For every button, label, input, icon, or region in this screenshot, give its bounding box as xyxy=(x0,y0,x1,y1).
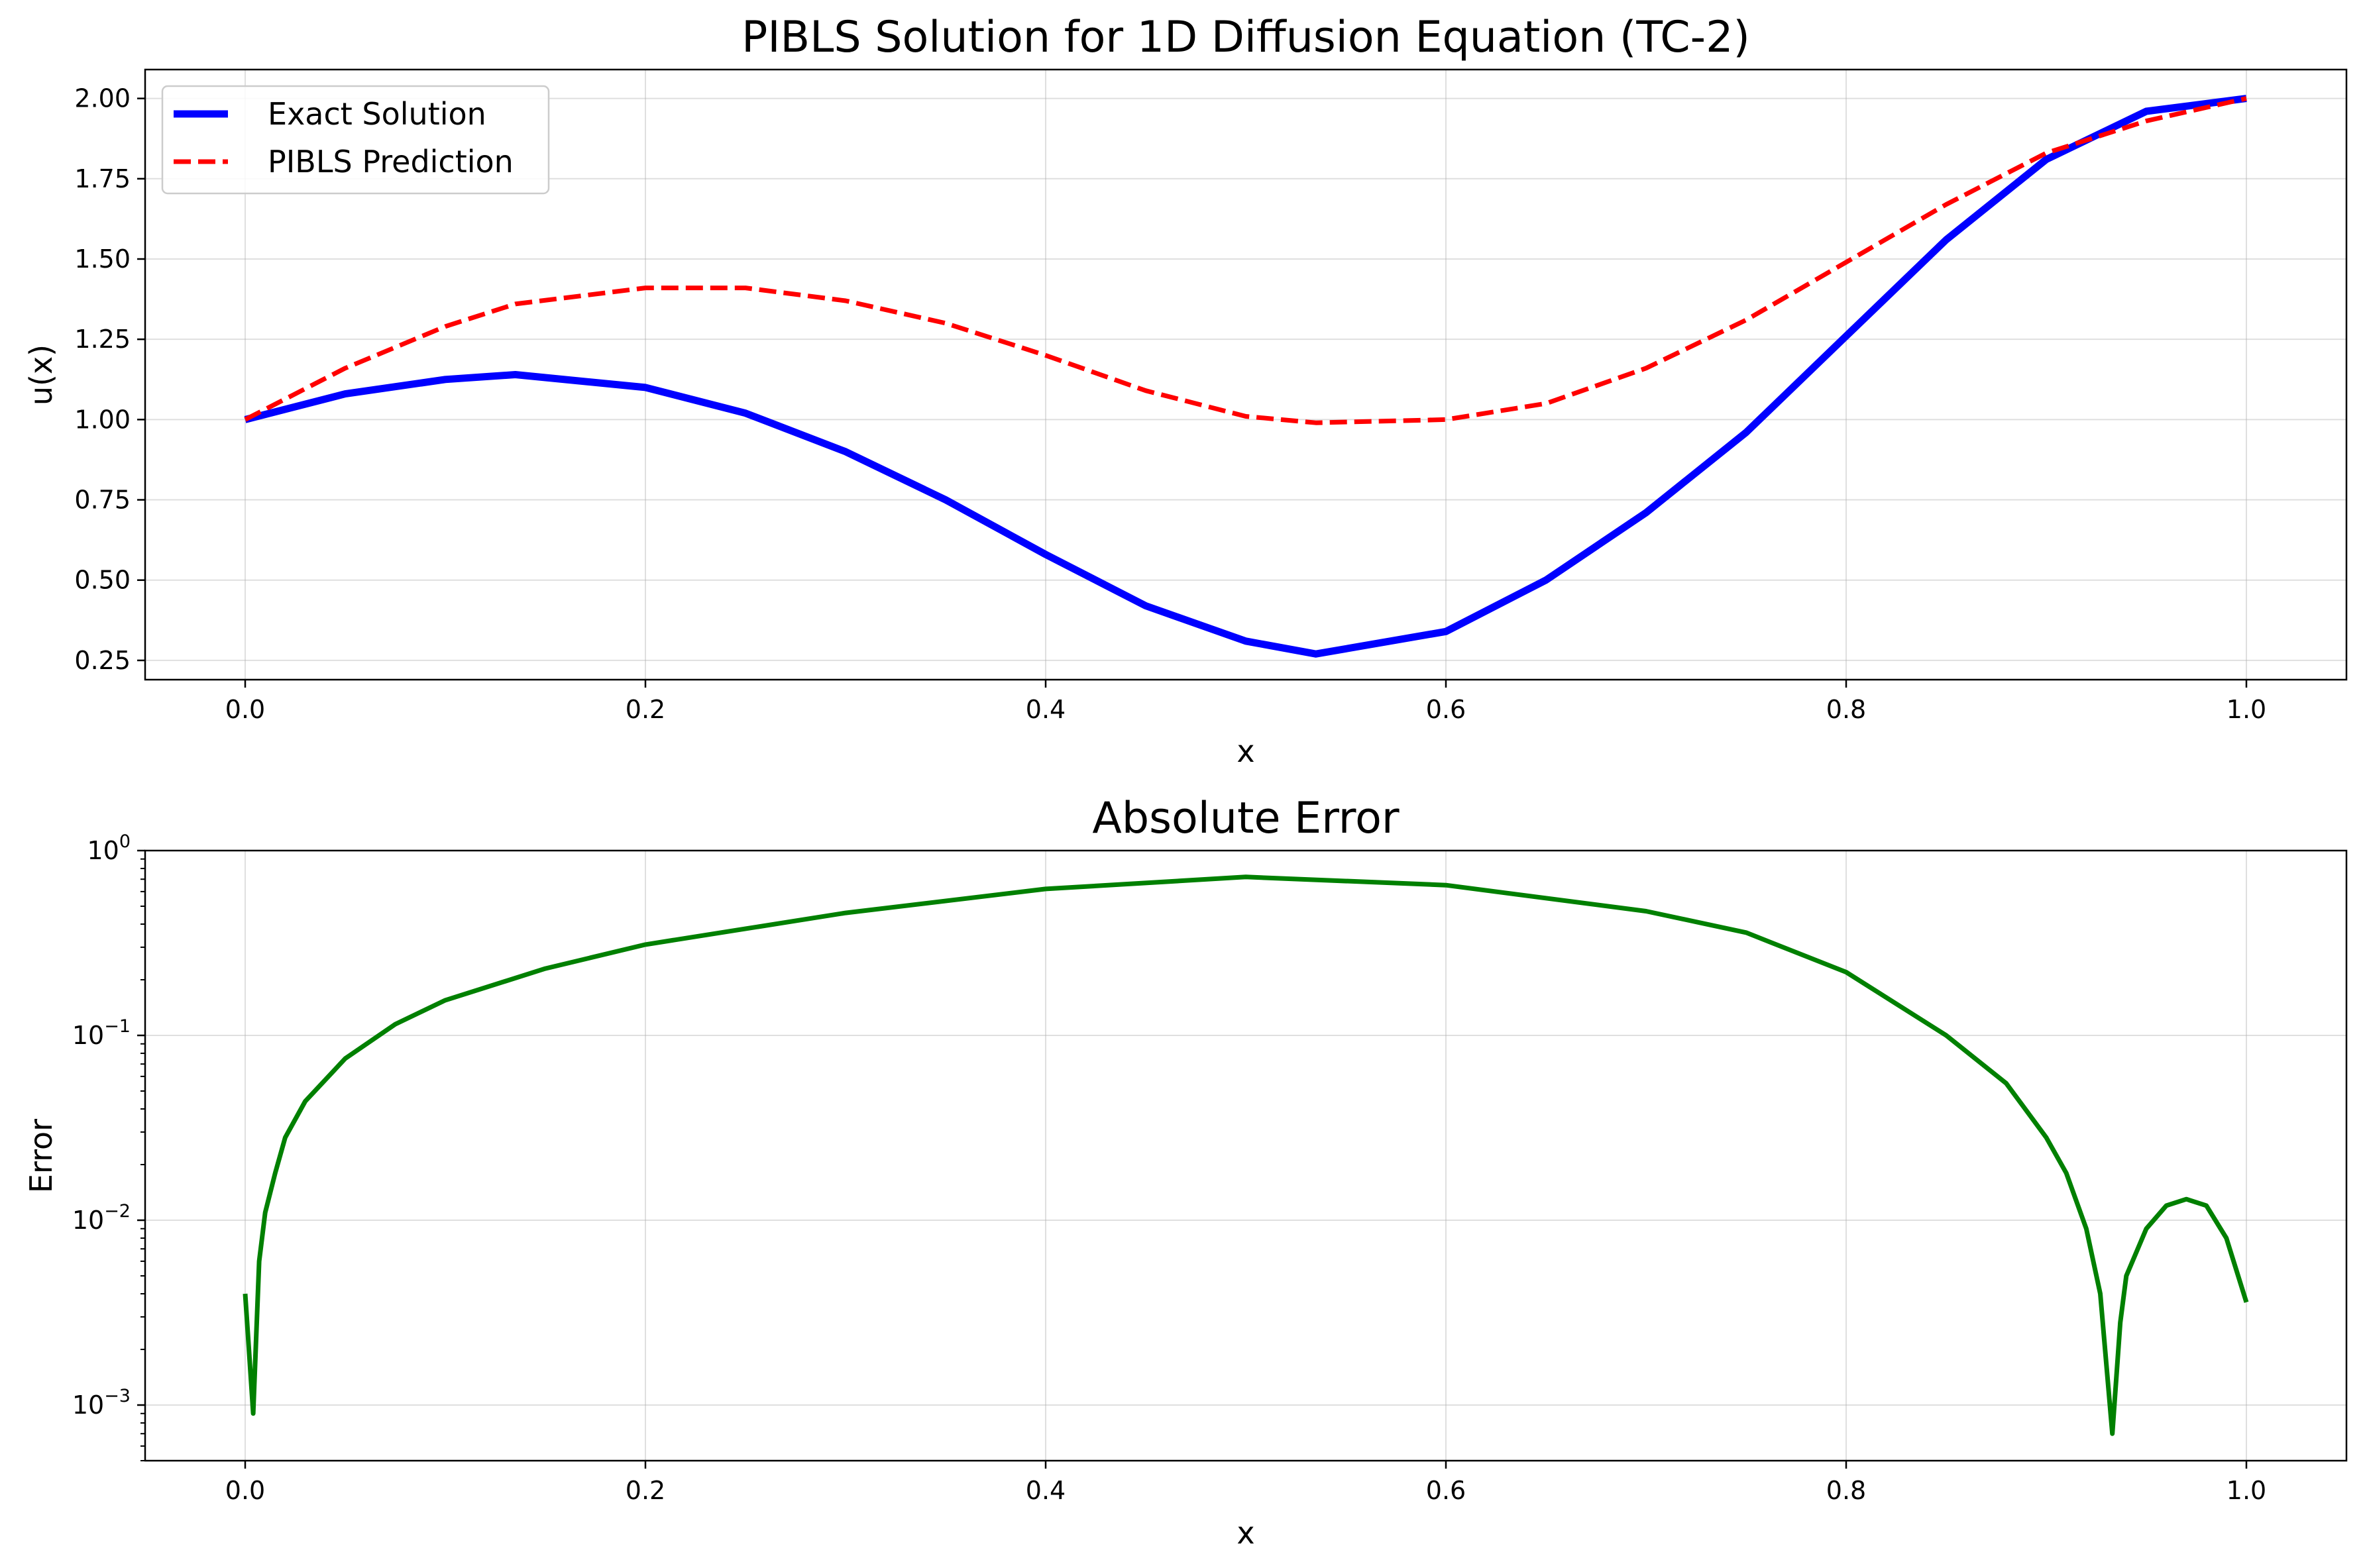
solution-panel: PIBLS Solution for 1D Diffusion Equation… xyxy=(23,13,2348,769)
solution-axes-frame xyxy=(144,68,2348,681)
solution-y-tick-label: 0.75 xyxy=(74,486,131,515)
error-x-ticks: 0.0 0.2 0.4 0.6 0.8 1.0 xyxy=(225,1461,2266,1505)
legend-label-pibls-prediction: PIBLS Prediction xyxy=(268,144,514,180)
error-x-tick-label: 1.0 xyxy=(2227,1476,2266,1505)
error-chart-title: Absolute Error xyxy=(1092,794,1399,843)
legend-box xyxy=(161,85,550,195)
absolute-error-line xyxy=(243,874,2249,1436)
error-y-ticks: 10−3 10−2 10−1 100 xyxy=(72,831,145,1461)
solution-x-tick-label: 0.8 xyxy=(1826,695,1866,724)
legend-label-exact-solution: Exact Solution xyxy=(268,96,486,132)
solution-y-ticks: 0.25 0.50 0.75 1.00 1.25 1.50 1.75 2.00 xyxy=(74,84,145,675)
error-y-tick-label: 10−2 xyxy=(72,1201,131,1235)
solution-x-ticks: 0.0 0.2 0.4 0.6 0.8 1.0 xyxy=(225,680,2266,724)
solution-y-axis-label: u(x) xyxy=(23,344,59,405)
pibls-prediction-line xyxy=(244,96,2247,425)
error-x-tick-label: 0.0 xyxy=(225,1476,265,1505)
error-x-axis-label: x xyxy=(1237,1515,1254,1551)
solution-y-tick-label: 1.00 xyxy=(74,405,131,434)
error-panel: Absolute Error 0.0 0.2 0.4 0.6 0.8 1.0 10−310… xyxy=(23,794,2348,1551)
solution-x-tick-label: 1.0 xyxy=(2227,695,2266,724)
solution-y-tick-label: 1.50 xyxy=(74,244,131,274)
solution-x-tick-label: 0.4 xyxy=(1026,695,1066,724)
solution-y-tick-label: 0.25 xyxy=(74,646,131,675)
error-y-tick-label: 10−3 xyxy=(72,1386,131,1420)
solution-legend: Exact Solution PIBLS Prediction xyxy=(161,85,550,195)
solution-y-tick-label: 2.00 xyxy=(74,84,131,113)
error-x-tick-label: 0.6 xyxy=(1426,1476,1466,1505)
error-y-axis-label: Error xyxy=(23,1119,59,1193)
solution-y-tick-label: 0.50 xyxy=(74,566,131,595)
error-grid xyxy=(145,850,2346,1461)
error-series-lines xyxy=(243,874,2249,1436)
exact-solution-line xyxy=(244,95,2247,658)
error-x-tick-label: 0.2 xyxy=(626,1476,665,1505)
error-x-tick-label: 0.4 xyxy=(1026,1476,1066,1505)
error-x-tick-label: 0.8 xyxy=(1826,1476,1866,1505)
solution-x-axis-label: x xyxy=(1237,733,1254,769)
solution-y-tick-label: 1.75 xyxy=(74,164,131,193)
solution-x-tick-label: 0.6 xyxy=(1426,695,1466,724)
error-y-tick-label: 100 xyxy=(87,831,131,865)
solution-chart-title: PIBLS Solution for 1D Diffusion Equation… xyxy=(742,13,1750,62)
solution-y-tick-label: 1.25 xyxy=(74,325,131,354)
solution-x-tick-label: 0.2 xyxy=(626,695,665,724)
error-y-tick-label: 10−1 xyxy=(72,1016,131,1050)
solution-x-tick-label: 0.0 xyxy=(225,695,265,724)
solution-grid xyxy=(145,70,2346,680)
solution-series-lines xyxy=(244,95,2247,658)
error-axes-frame xyxy=(144,849,2348,1462)
